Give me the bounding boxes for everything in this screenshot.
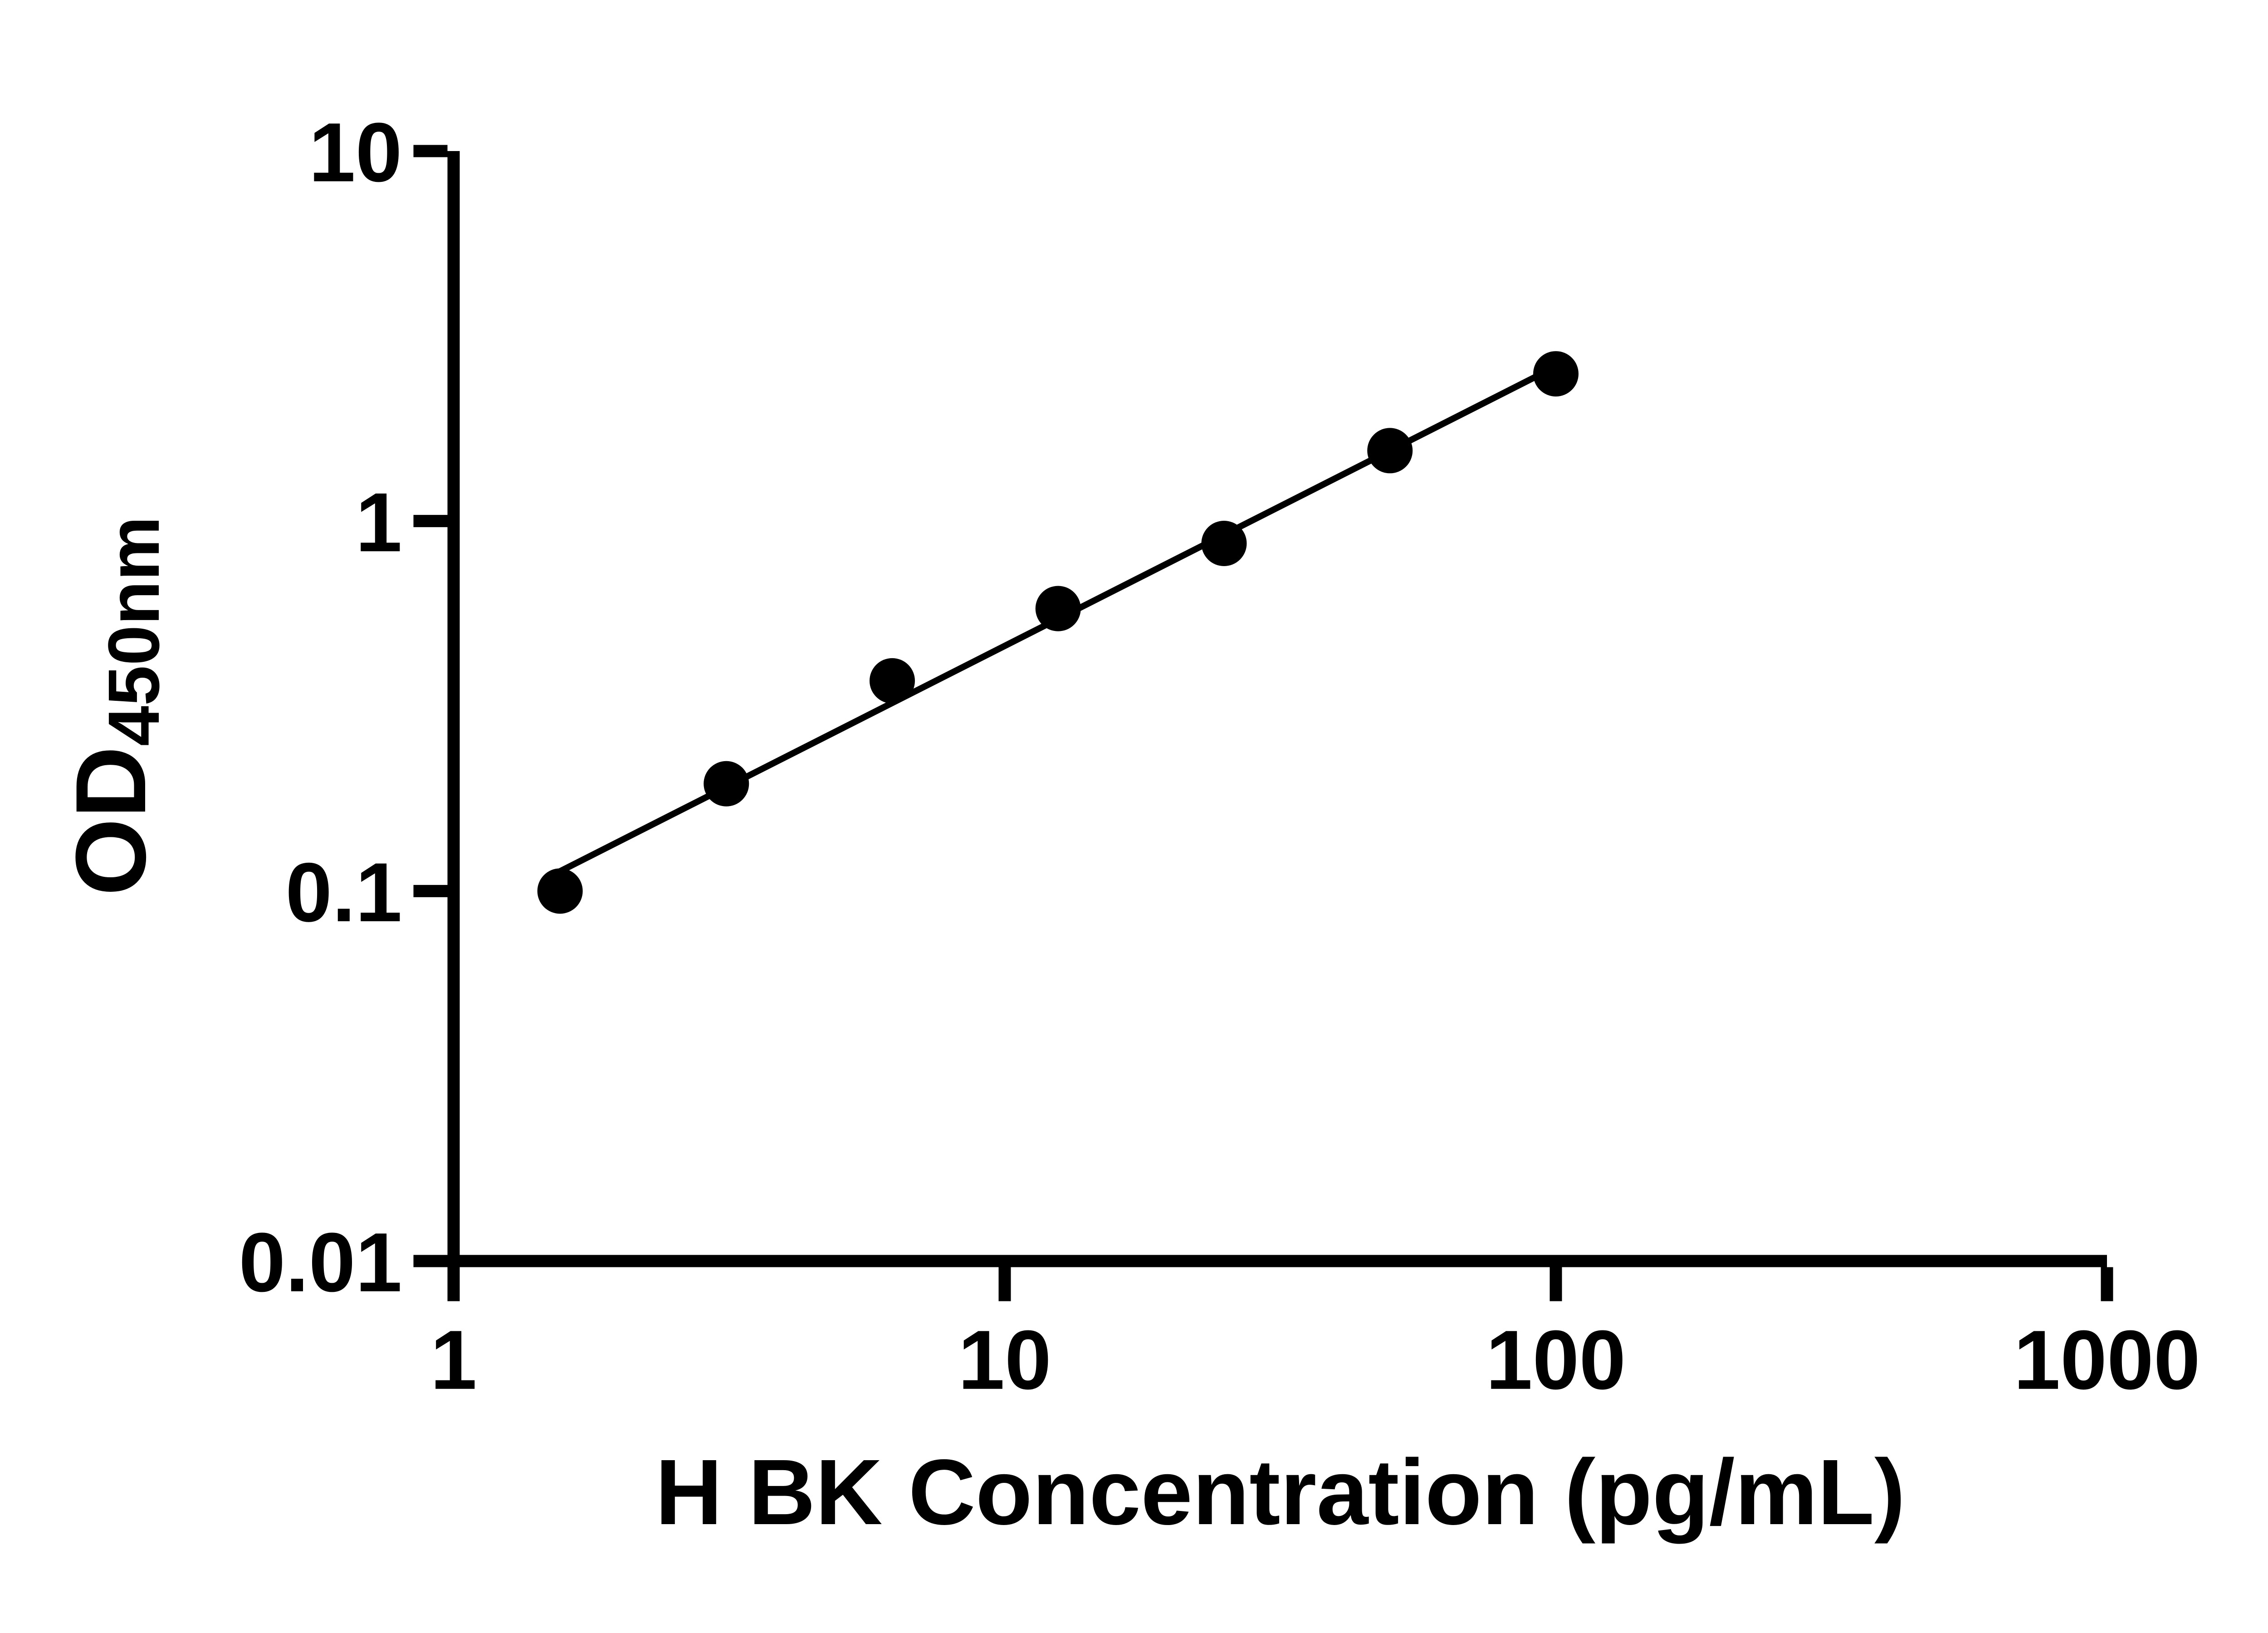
y-tick-label: 10 — [309, 106, 402, 200]
y-axis-title: OD450nm — [55, 516, 174, 896]
data-point — [869, 658, 915, 704]
y-axis-title-subscript: 450nm — [93, 516, 174, 746]
x-tick-label: 1000 — [2014, 1314, 2200, 1407]
x-tick-label: 10 — [958, 1314, 1051, 1407]
y-axis-title-main: OD — [55, 746, 166, 896]
data-point — [1201, 520, 1247, 566]
data-point — [704, 761, 749, 807]
data-point — [1533, 351, 1579, 397]
y-tick-label: 0.1 — [285, 846, 402, 939]
x-tick-label: 1 — [430, 1314, 477, 1407]
y-tick-label: 1 — [356, 476, 402, 569]
y-tick-label: 0.01 — [239, 1216, 402, 1310]
x-tick-label: 100 — [1486, 1314, 1626, 1407]
x-axis-title: H BK Concentration (pg/mL) — [655, 1440, 1906, 1544]
data-point — [1367, 428, 1413, 474]
axis-lines — [447, 151, 2107, 1267]
data-point — [537, 868, 583, 914]
data-point — [1035, 586, 1081, 631]
